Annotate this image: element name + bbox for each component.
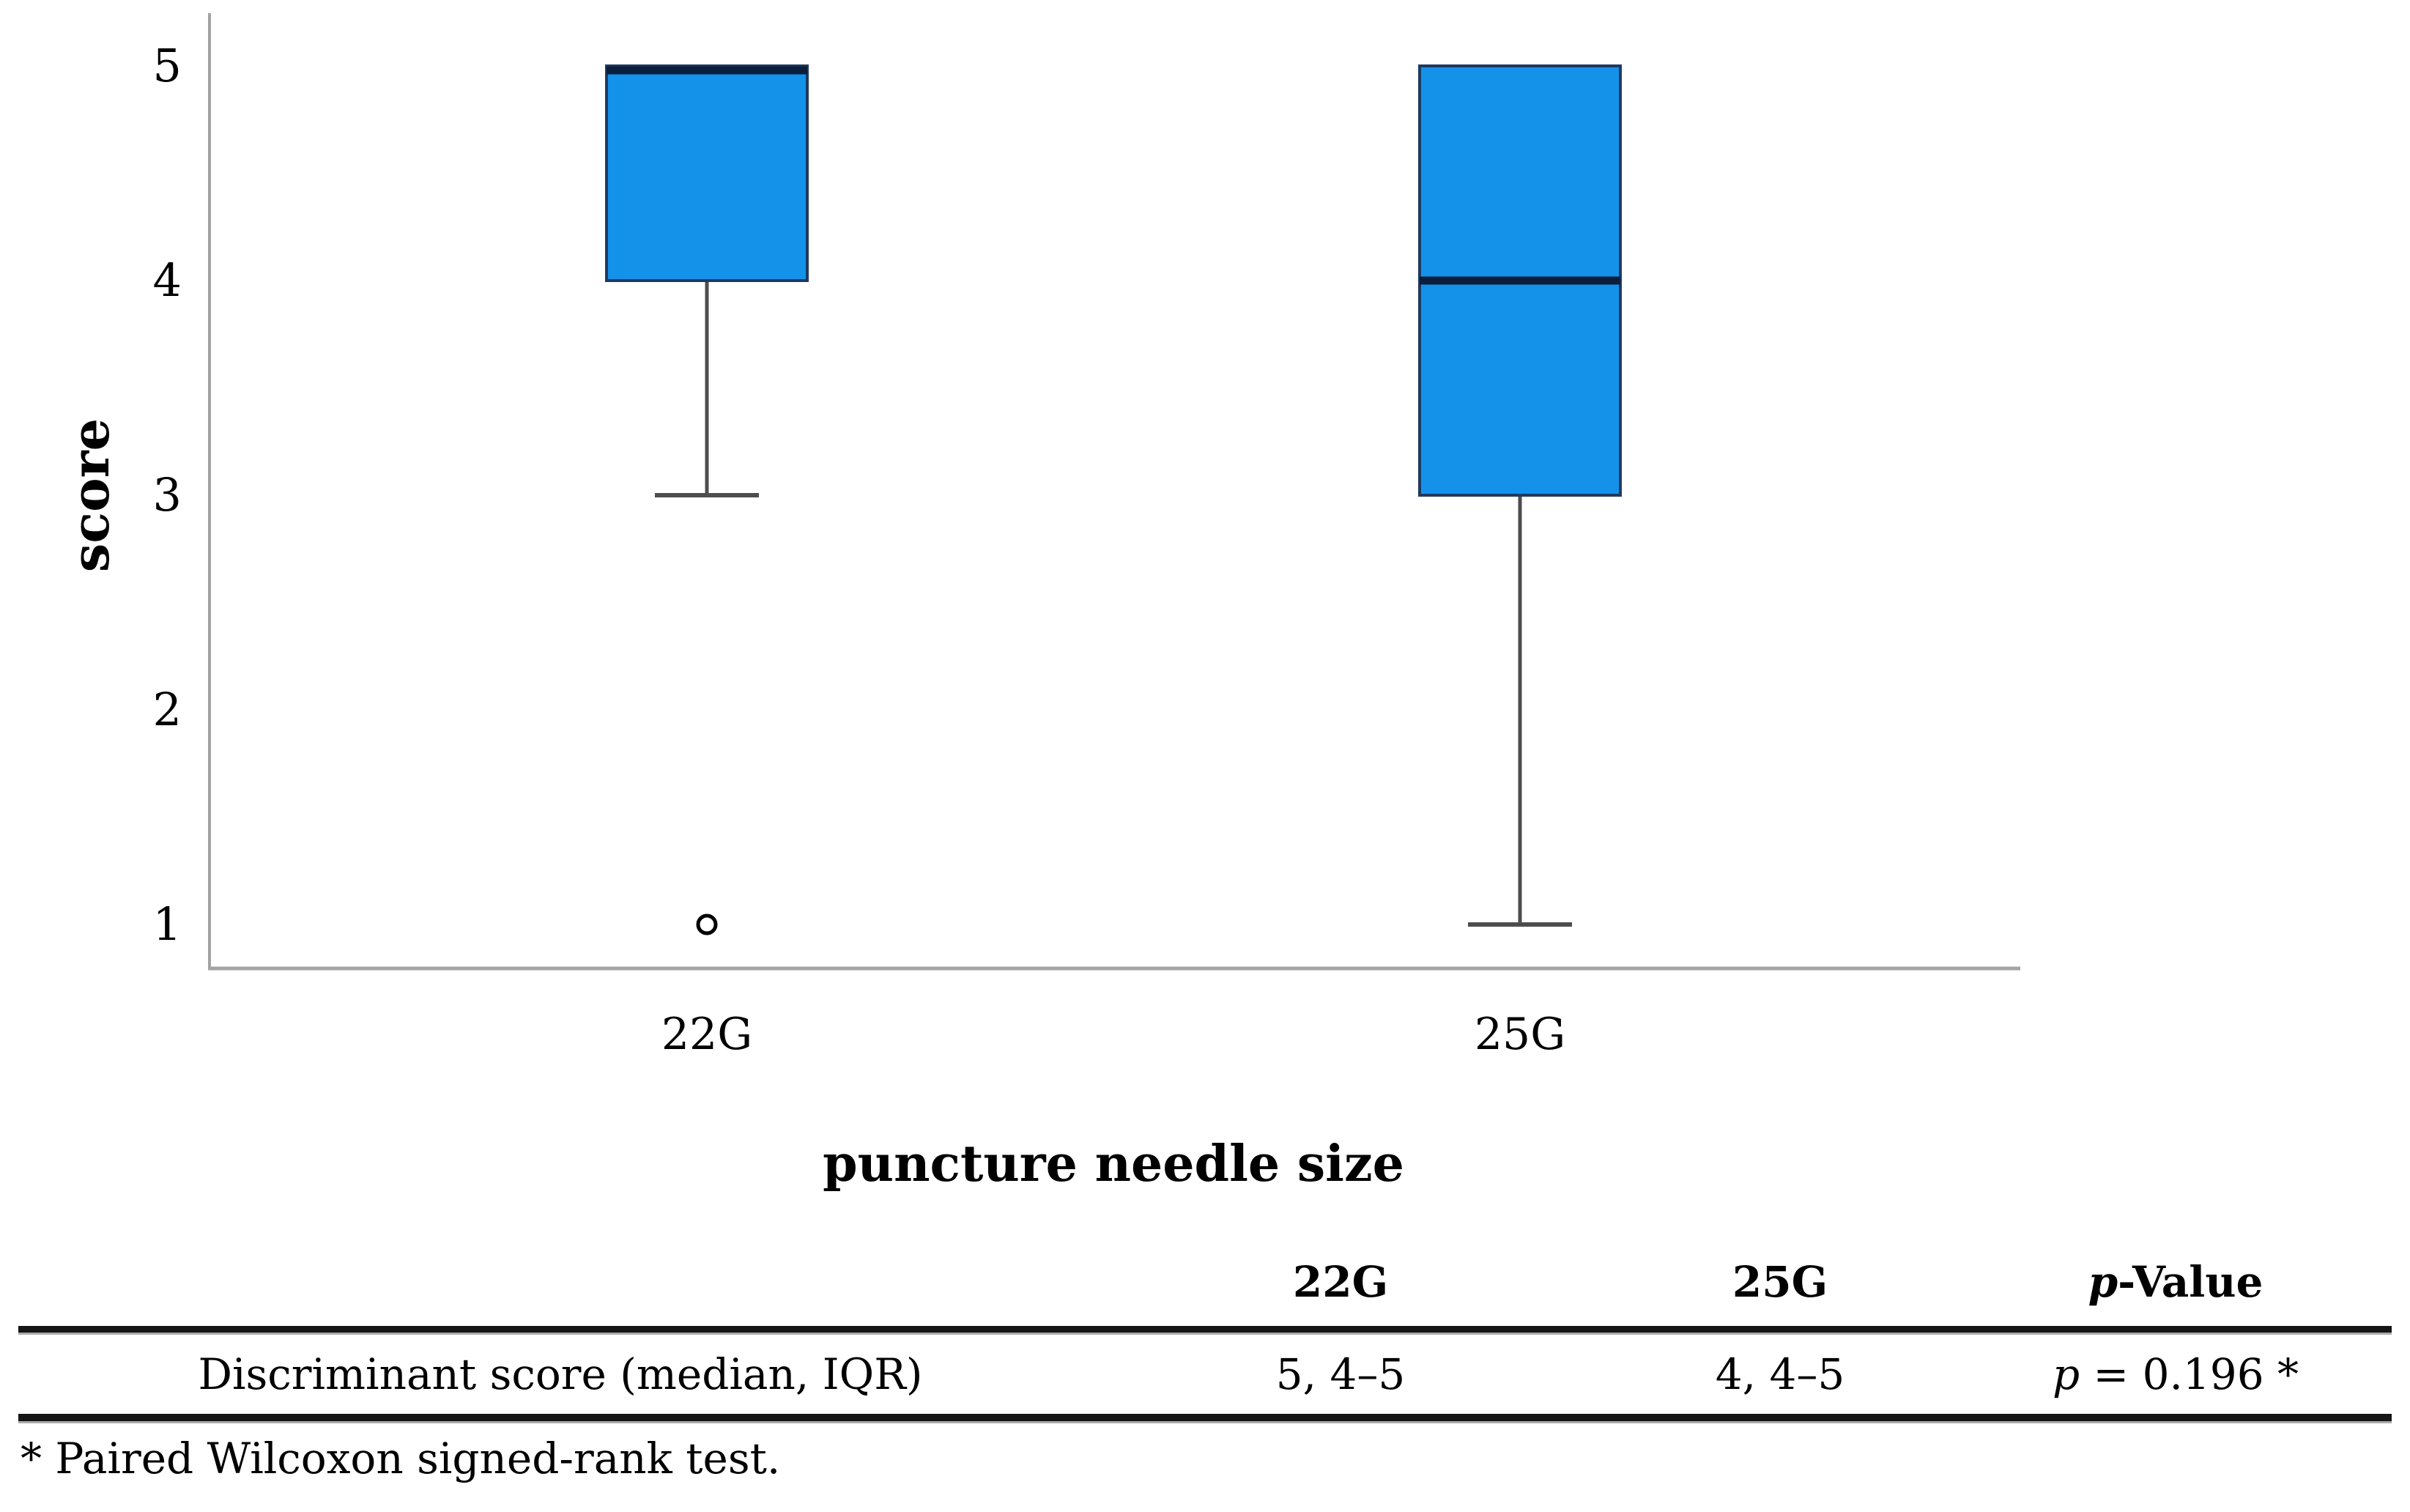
y-tick-label-5: 5 — [153, 39, 182, 92]
boxplot-chart: 5 4 3 2 1 score 22G 25G puncture needle size — [60, 13, 2020, 1193]
x-tick-label-25G: 25G — [1475, 1009, 1565, 1060]
cell-25g: 4, 4–5 — [1715, 1349, 1845, 1399]
y-tick-label-1: 1 — [153, 897, 182, 951]
y-tick-label-3: 3 — [153, 468, 182, 522]
row-label: Discriminant score (median, IQR) — [198, 1349, 923, 1399]
table-header-row: 22G 25G p-Value — [0, 1238, 2410, 1326]
box-22G — [605, 64, 809, 282]
y-tick-label-4: 4 — [153, 253, 182, 307]
outlier-point-22G — [696, 914, 718, 935]
table-data-row: Discriminant score (median, IQR) 5, 4–5 … — [0, 1335, 2410, 1414]
cell-22g: 5, 4–5 — [1275, 1349, 1406, 1399]
header-p-rest: -Value — [2118, 1257, 2263, 1307]
table-bottom-rule-shadow — [18, 1421, 2392, 1423]
table-bottom-rule — [18, 1414, 2392, 1421]
cell-p-rest: = 0.196 * — [2080, 1349, 2299, 1399]
x-axis-title: puncture needle size — [823, 1135, 1404, 1193]
header-25g: 25G — [1732, 1257, 1828, 1307]
y-axis-title: score — [60, 418, 121, 572]
header-22g: 22G — [1292, 1257, 1389, 1307]
table-top-rule — [18, 1326, 2392, 1333]
y-tick-label-2: 2 — [153, 683, 182, 736]
header-p-value: p-Value — [2000, 1257, 2410, 1307]
header-p-italic: p — [2088, 1257, 2118, 1307]
table-footnote: * Paired Wilcoxon signed-rank test. — [21, 1434, 781, 1483]
stats-table: 22G 25G p-Value Discriminant score (medi… — [0, 1238, 2410, 1483]
cell-p-value: p = 0.196 * — [2000, 1349, 2410, 1399]
table-top-rule-shadow — [18, 1333, 2392, 1335]
x-tick-label-22G: 22G — [661, 1009, 752, 1060]
cell-p-italic: p — [2052, 1349, 2080, 1399]
